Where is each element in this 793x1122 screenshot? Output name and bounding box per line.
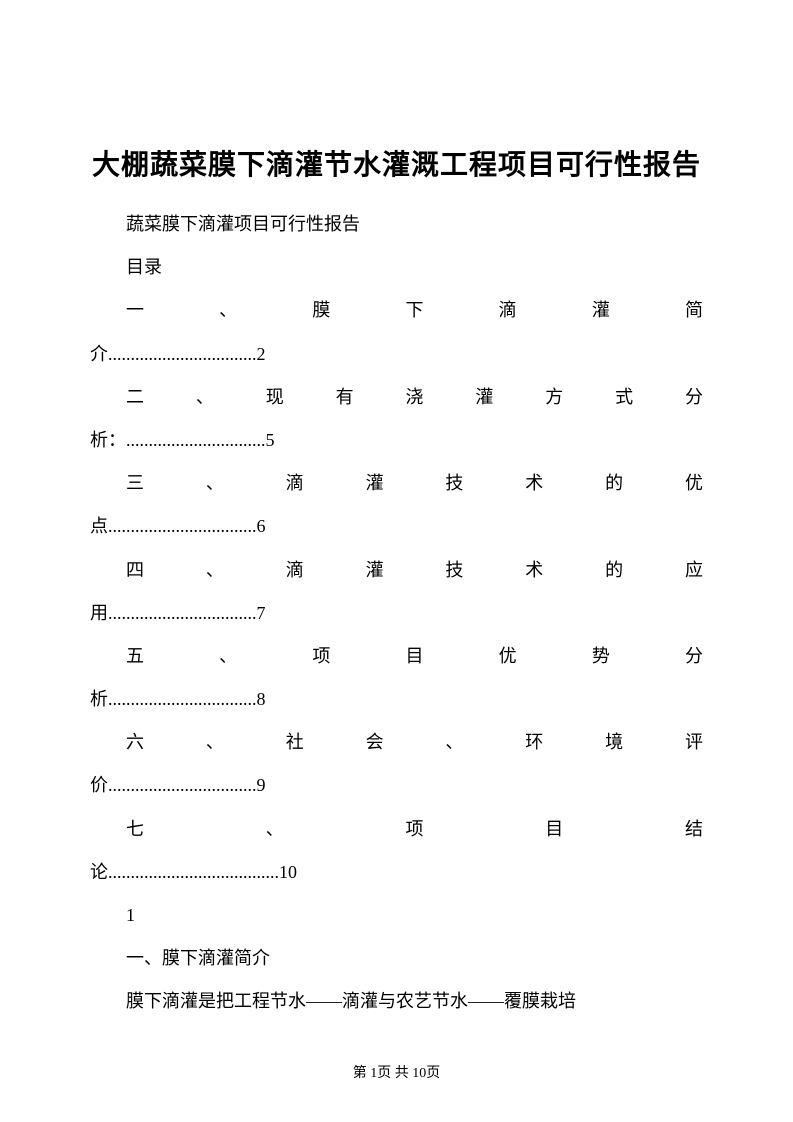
toc-item-5-line2: 析.................................8	[90, 678, 703, 721]
toc-item-4-line1: 四、滴灌技术的应	[90, 549, 703, 592]
toc-item-4-line2: 用.................................7	[90, 592, 703, 635]
body-paragraph: 膜下滴灌是把工程节水——滴灌与农艺节水——覆膜栽培	[90, 980, 703, 1023]
toc-label: 目录	[90, 246, 703, 289]
toc-item-1-line1: 一、膜下滴灌简	[90, 289, 703, 332]
orphan-text: 1	[90, 894, 703, 937]
toc-item-2-line1: 二、现有浇灌方式分	[90, 376, 703, 419]
subtitle: 蔬菜膜下滴灌项目可行性报告	[90, 203, 703, 246]
toc-item-5-line1: 五、项目优势分	[90, 635, 703, 678]
toc-item-7-line1: 七、项目结	[90, 808, 703, 851]
toc-item-6-line2: 价.................................9	[90, 764, 703, 807]
document-title: 大棚蔬菜膜下滴灌节水灌溉工程项目可行性报告	[90, 145, 703, 187]
toc-item-1-line2: 介.................................2	[90, 333, 703, 376]
document-body: 蔬菜膜下滴灌项目可行性报告 目录 一、膜下滴灌简 介..............…	[90, 203, 703, 1024]
page-content: 大棚蔬菜膜下滴灌节水灌溉工程项目可行性报告 蔬菜膜下滴灌项目可行性报告 目录 一…	[0, 0, 793, 1084]
page-footer: 第 1页 共 10页	[0, 1062, 793, 1082]
toc-item-3-line2: 点.................................6	[90, 505, 703, 548]
toc-item-7-line2: 论......................................1…	[90, 851, 703, 894]
section-heading: 一、膜下滴灌简介	[90, 937, 703, 980]
toc-item-2-line2: 析：...............................5	[90, 419, 703, 462]
toc-item-6-line1: 六、社会、环境评	[90, 721, 703, 764]
toc-item-3-line1: 三、滴灌技术的优	[90, 462, 703, 505]
